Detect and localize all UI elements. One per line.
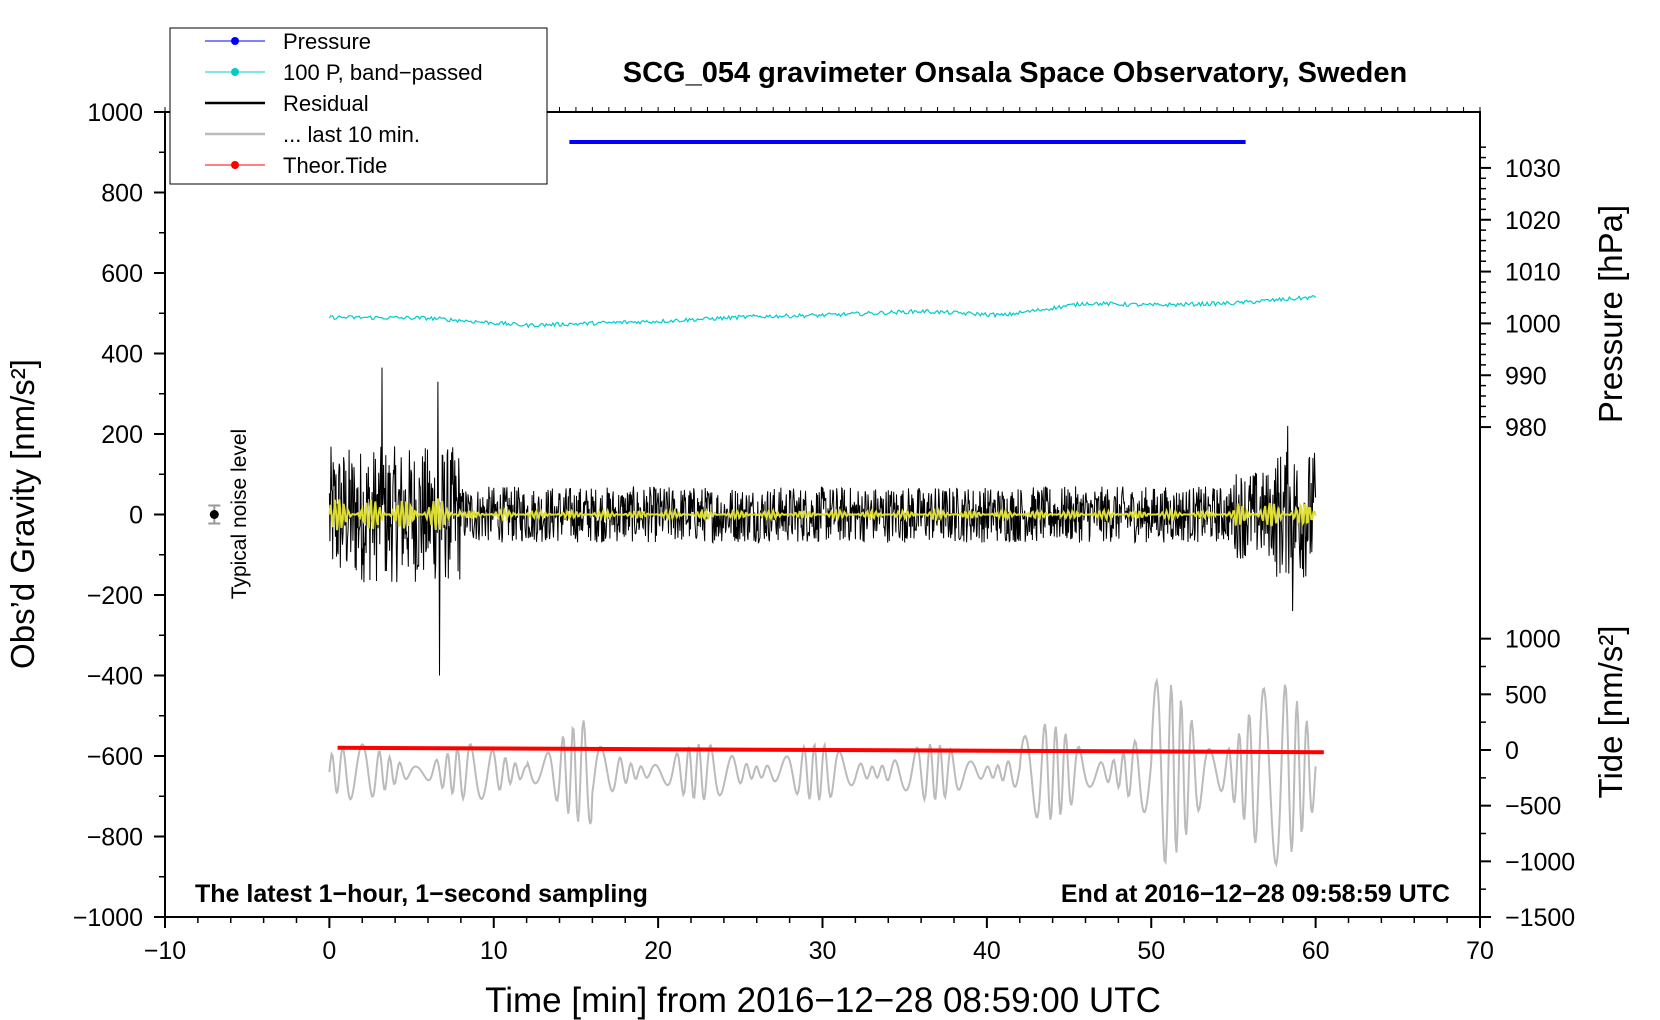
y-axis-label-tide: Tide [nm/s²] <box>1592 626 1629 799</box>
y-tick-label: 200 <box>101 421 143 449</box>
pressure-tick-label: 1010 <box>1505 259 1561 287</box>
legend-label: ... last 10 min. <box>283 122 420 147</box>
tide-tick-label: −1500 <box>1505 904 1575 932</box>
annotation-bottom-left: The latest 1−hour, 1−second sampling <box>195 880 648 908</box>
legend: Pressure 100 P, band−passed Residual ... la… <box>169 27 548 185</box>
series-residual <box>328 367 1317 676</box>
y-tick-label: 600 <box>101 260 143 288</box>
x-tick-label: 10 <box>480 937 508 965</box>
tide-tick-label: −500 <box>1505 793 1561 821</box>
tide-tick-label: 1000 <box>1505 626 1561 654</box>
pressure-tick-label: 990 <box>1505 362 1547 390</box>
chart-title: SCG_054 gravimeter Onsala Space Observat… <box>623 57 1407 89</box>
x-tick-label: 60 <box>1302 937 1330 965</box>
legend-marker <box>231 161 239 169</box>
y-axis-label-pressure: Pressure [hPa] <box>1592 205 1629 423</box>
y-tick-label: 0 <box>129 502 143 530</box>
pressure-tick-label: 1000 <box>1505 310 1561 338</box>
axes-layer: −10 0 10 20 30 40 50 60 7010008006004002000−200−… <box>73 99 1575 965</box>
series-last-10-min <box>328 677 1317 868</box>
x-tick-label: 30 <box>809 937 837 965</box>
x-tick-label: −10 <box>144 937 186 965</box>
pressure-tick-label: 980 <box>1505 414 1547 442</box>
annotation-bottom-right: End at 2016−12−28 09:58:59 UTC <box>1061 880 1450 908</box>
y-tick-label: −1000 <box>73 904 143 932</box>
legend-label: Theor.Tide <box>283 153 387 178</box>
legend-label: Residual <box>283 91 369 116</box>
tide-tick-label: 500 <box>1505 681 1547 709</box>
pressure-tick-label: 1030 <box>1505 155 1561 183</box>
series-layer <box>208 140 1324 868</box>
legend-label: Pressure <box>283 29 371 54</box>
y-tick-label: 400 <box>101 341 143 369</box>
series-filtered-overlay <box>328 498 1317 531</box>
x-tick-label: 50 <box>1137 937 1165 965</box>
y-tick-label: −600 <box>87 743 143 771</box>
y-tick-label: −800 <box>87 824 143 852</box>
x-axis-label: Time [min] from 2016−12−28 08:59:00 UTC <box>485 981 1161 1020</box>
legend-marker <box>231 68 239 76</box>
y-axis-label-left: Obs’d Gravity [nm/s²] <box>4 359 41 669</box>
tide-tick-label: 0 <box>1505 737 1519 765</box>
series-theor-tide <box>337 745 1324 755</box>
noise-marker <box>209 510 219 519</box>
y-tick-label: −200 <box>87 582 143 610</box>
x-tick-label: 40 <box>973 937 1001 965</box>
x-tick-label: 0 <box>322 937 336 965</box>
legend-marker <box>231 37 239 45</box>
pressure-tick-label: 1020 <box>1505 207 1561 235</box>
tide-tick-label: −1000 <box>1505 848 1575 876</box>
legend-box <box>169 27 548 185</box>
legend-label: 100 P, band−passed <box>283 60 483 85</box>
x-tick-label: 20 <box>644 937 672 965</box>
noise-level-label: Typical noise level <box>228 429 251 599</box>
y-tick-label: −400 <box>87 663 143 691</box>
y-tick-label: 1000 <box>87 99 143 127</box>
x-tick-label: 70 <box>1466 937 1494 965</box>
y-tick-label: 800 <box>101 180 143 208</box>
series-pressure-bandpassed <box>328 295 1316 329</box>
